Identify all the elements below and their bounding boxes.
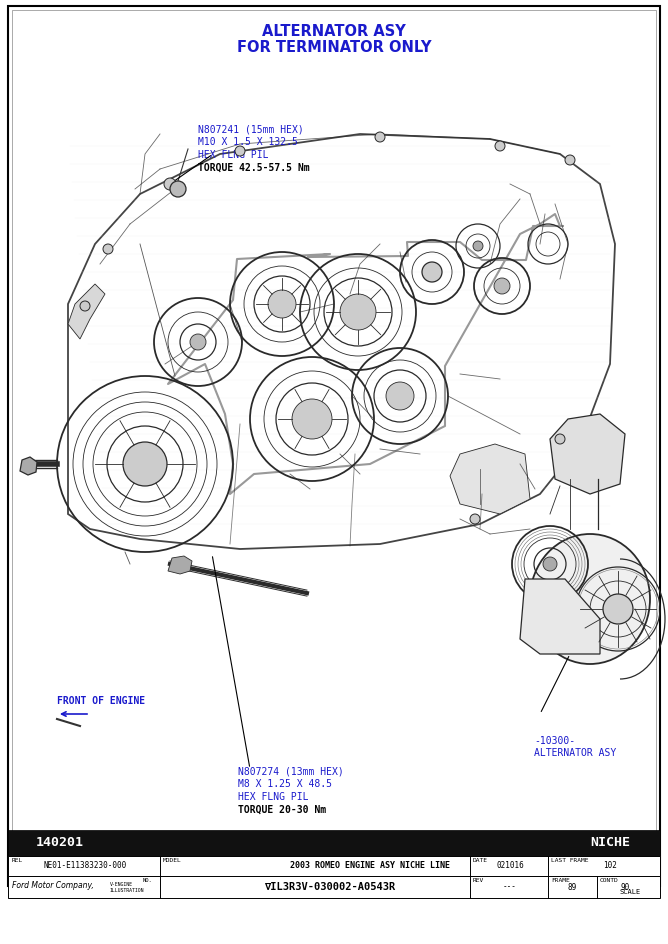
Circle shape: [340, 294, 376, 330]
Text: HEX FLNG PIL: HEX FLNG PIL: [198, 150, 269, 160]
Text: NICHE: NICHE: [590, 836, 630, 850]
Text: N807241 (15mm HEX): N807241 (15mm HEX): [198, 124, 304, 134]
Circle shape: [603, 594, 633, 624]
Text: 90: 90: [621, 883, 630, 891]
Text: ILLUSTRATION: ILLUSTRATION: [110, 887, 144, 892]
Bar: [8, 830, 660, 856]
Polygon shape: [520, 579, 600, 654]
Polygon shape: [68, 284, 105, 339]
Circle shape: [103, 244, 113, 254]
Circle shape: [190, 334, 206, 350]
Text: 021016: 021016: [496, 862, 524, 870]
Text: FRONT OF ENGINE: FRONT OF ENGINE: [57, 696, 145, 706]
Bar: [8, 876, 660, 898]
Circle shape: [235, 146, 245, 156]
Text: 2003 ROMEO ENGINE ASY NICHE LINE: 2003 ROMEO ENGINE ASY NICHE LINE: [290, 862, 450, 870]
Text: M10 X 1.5 X 132.5: M10 X 1.5 X 132.5: [198, 137, 298, 147]
Text: 140201: 140201: [36, 836, 84, 850]
Text: 102: 102: [603, 862, 617, 870]
Circle shape: [80, 301, 90, 311]
Circle shape: [170, 181, 186, 197]
Polygon shape: [168, 556, 192, 574]
Text: CONTD: CONTD: [600, 878, 619, 883]
Circle shape: [386, 382, 414, 410]
Text: ALTERNATOR ASY: ALTERNATOR ASY: [262, 25, 406, 40]
Text: LAST FRAME: LAST FRAME: [551, 858, 589, 863]
Text: REV: REV: [473, 878, 484, 883]
Text: N807274 (13mm HEX): N807274 (13mm HEX): [238, 766, 344, 776]
Polygon shape: [450, 444, 530, 514]
Circle shape: [555, 434, 565, 444]
Text: TORQUE 42.5-57.5 Nm: TORQUE 42.5-57.5 Nm: [198, 163, 310, 173]
Circle shape: [565, 155, 575, 165]
Ellipse shape: [530, 534, 650, 664]
Bar: [8, 856, 660, 876]
Text: NO.: NO.: [143, 878, 153, 883]
Text: V-ENGINE: V-ENGINE: [110, 882, 133, 886]
Circle shape: [375, 132, 385, 142]
Text: NE01-E11383230-000: NE01-E11383230-000: [43, 862, 127, 870]
Circle shape: [495, 141, 505, 151]
Text: TORQUE 20-30 Nm: TORQUE 20-30 Nm: [238, 805, 326, 815]
Circle shape: [268, 290, 296, 318]
Circle shape: [123, 442, 167, 486]
Circle shape: [422, 262, 442, 282]
Polygon shape: [20, 457, 37, 475]
Text: FOR TERMINATOR ONLY: FOR TERMINATOR ONLY: [236, 40, 432, 55]
Text: M8 X 1.25 X 48.5: M8 X 1.25 X 48.5: [238, 779, 332, 789]
Text: FRAME: FRAME: [551, 878, 570, 883]
Polygon shape: [550, 414, 625, 494]
Circle shape: [543, 557, 557, 571]
Circle shape: [470, 514, 480, 524]
Circle shape: [164, 178, 176, 190]
Text: Ford Motor Company,: Ford Motor Company,: [12, 881, 94, 889]
Text: REL: REL: [12, 858, 23, 863]
Circle shape: [494, 278, 510, 294]
Text: MODEL: MODEL: [163, 858, 182, 863]
Text: HEX FLNG PIL: HEX FLNG PIL: [238, 792, 309, 802]
Circle shape: [473, 241, 483, 251]
Text: ---: ---: [503, 883, 517, 891]
Text: -10300-
ALTERNATOR ASY: -10300- ALTERNATOR ASY: [534, 736, 617, 758]
Text: SCALE: SCALE: [620, 889, 641, 895]
Text: 89: 89: [567, 883, 576, 891]
Text: ∇IL3R3V-030002-A0543R: ∇IL3R3V-030002-A0543R: [265, 882, 395, 892]
Text: DATE: DATE: [473, 858, 488, 863]
Circle shape: [292, 399, 332, 439]
